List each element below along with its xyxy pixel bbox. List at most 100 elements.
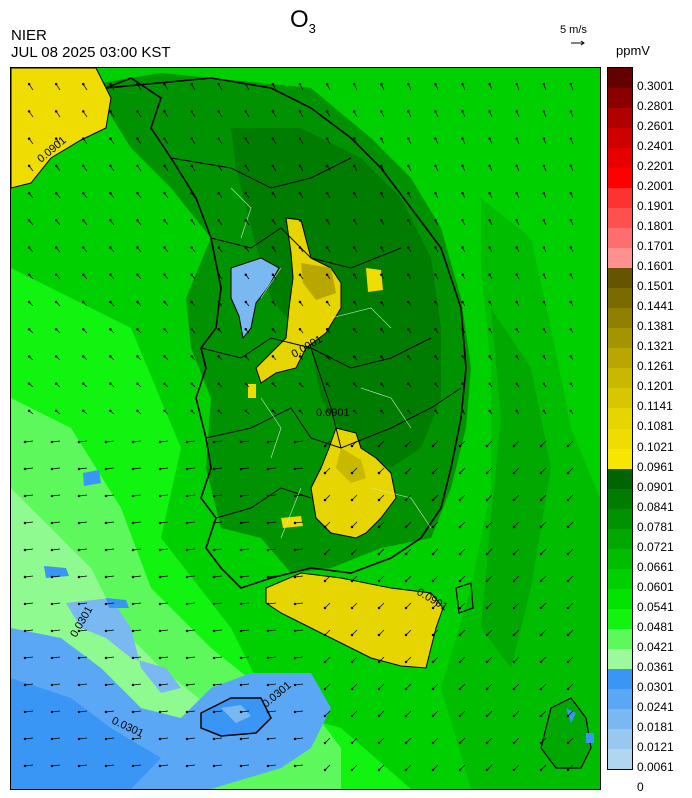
wind-arrow-head xyxy=(512,525,516,529)
wind-arrow xyxy=(213,764,223,767)
wind-arrow-head xyxy=(131,710,135,714)
wind-arrow-head xyxy=(434,191,437,195)
wind-reference-arrow-icon xyxy=(571,40,585,46)
wind-arrow-head xyxy=(185,494,189,498)
colorbar-swatch xyxy=(608,648,632,670)
wind-arrow-head xyxy=(461,110,464,113)
wind-arrow-head xyxy=(185,575,189,579)
wind-arrow-head xyxy=(104,467,108,471)
colorbar-swatch xyxy=(608,248,632,269)
wind-arrow xyxy=(24,548,34,551)
wind-arrow xyxy=(240,710,250,713)
wind-arrow-head xyxy=(566,525,570,529)
wind-arrow xyxy=(267,710,277,713)
wind-arrow-head xyxy=(293,575,297,579)
wind-arrow-head xyxy=(377,579,381,583)
wind-arrow-head xyxy=(185,737,189,741)
colorbar-tick-label: 0.3001 xyxy=(637,79,674,93)
wind-arrow-head xyxy=(407,137,410,140)
colorbar-tick-label: 0.1081 xyxy=(637,419,674,434)
wind-arrow-head xyxy=(163,82,166,86)
wind-arrow xyxy=(213,710,223,713)
wind-arrow-head xyxy=(163,382,166,385)
colorbar-swatch xyxy=(608,428,632,450)
wind-arrow-head xyxy=(325,191,329,195)
wind-arrow-head xyxy=(380,137,383,140)
wind-arrow xyxy=(105,575,115,578)
wind-arrow xyxy=(159,521,169,524)
wind-arrow-head xyxy=(512,498,516,502)
wind-arrow-head xyxy=(434,246,437,249)
wind-arrow-head xyxy=(158,710,162,714)
wind-arrow xyxy=(132,629,142,632)
colorbar-swatch xyxy=(608,228,632,249)
wind-arrow xyxy=(51,494,61,497)
wind-arrow-head xyxy=(325,82,329,86)
wind-arrow xyxy=(267,683,277,686)
wind-arrow-head xyxy=(566,768,570,772)
wind-arrow-head xyxy=(350,606,354,610)
wind-arrow-head xyxy=(542,191,546,195)
wind-arrow-head xyxy=(212,575,216,579)
wind-arrow-head xyxy=(569,273,573,277)
wind-arrow-head xyxy=(82,164,85,168)
wind-arrow-head xyxy=(82,219,85,222)
wind-arrow-head xyxy=(485,768,489,772)
colorbar-tick-label: 0.1801 xyxy=(637,219,674,234)
wind-arrow-head xyxy=(515,327,518,331)
wind-arrow-head xyxy=(298,164,302,168)
wind-arrow-head xyxy=(109,110,112,113)
wind-arrow-head xyxy=(431,768,435,772)
wind-arrow-head xyxy=(271,382,275,385)
colorbar-tick-label: 0.1441 xyxy=(637,299,674,314)
wind-arrow-head xyxy=(131,683,135,687)
wind-arrow-head xyxy=(542,137,546,140)
wind-arrow-head xyxy=(136,355,139,358)
wind-arrow-head xyxy=(77,521,81,525)
wind-arrow-head xyxy=(217,246,220,249)
wind-arrow-head xyxy=(377,768,381,772)
wind-arrow xyxy=(186,737,196,740)
wind-arrow-head xyxy=(185,602,189,606)
wind-arrow-head xyxy=(190,110,193,113)
wind-arrow-head xyxy=(377,525,381,529)
wind-arrow-head xyxy=(163,191,166,195)
wind-arrow-head xyxy=(350,498,354,502)
wind-arrow-head xyxy=(239,467,243,471)
wind-arrow-head xyxy=(404,525,408,529)
wind-arrow-head xyxy=(434,82,437,86)
wind-arrow-head xyxy=(190,246,193,249)
wind-arrow xyxy=(294,656,304,659)
wind-arrow-head xyxy=(298,273,302,277)
wind-arrow-head xyxy=(323,741,327,745)
wind-arrow-head xyxy=(54,110,58,113)
colorbar-tick-label: 0.1261 xyxy=(637,359,674,374)
wind-arrow-head xyxy=(266,575,270,579)
wind-arrow xyxy=(240,521,250,524)
wind-arrow-head xyxy=(239,683,243,687)
colorbar-tick-label: 0.2201 xyxy=(637,159,674,174)
wind-arrow xyxy=(105,602,115,605)
wind-arrow-head xyxy=(488,355,491,358)
wind-arrow-head xyxy=(488,164,491,168)
wind-arrow xyxy=(186,521,196,524)
wind-arrow-head xyxy=(27,82,31,86)
wind-arrow-head xyxy=(458,471,462,475)
colorbar-swatch xyxy=(608,388,632,409)
wind-arrow-head xyxy=(325,355,329,358)
wind-arrow xyxy=(159,440,169,443)
wind-arrow-head xyxy=(190,219,193,222)
wind-arrow-head xyxy=(352,219,356,222)
wind-arrow-head xyxy=(50,764,54,768)
wind-arrow-head xyxy=(380,110,383,113)
wind-arrow xyxy=(294,737,304,740)
wind-arrow-head xyxy=(23,467,27,471)
wind-arrow-head xyxy=(461,246,464,249)
wind-arrow-head xyxy=(485,498,489,502)
wind-arrow-head xyxy=(488,273,491,277)
wind-arrow-head xyxy=(293,602,297,606)
wind-arrow-head xyxy=(515,137,518,140)
wind-arrow-head xyxy=(131,737,135,741)
wind-arrow-head xyxy=(352,382,356,385)
wind-arrow-head xyxy=(77,683,81,687)
